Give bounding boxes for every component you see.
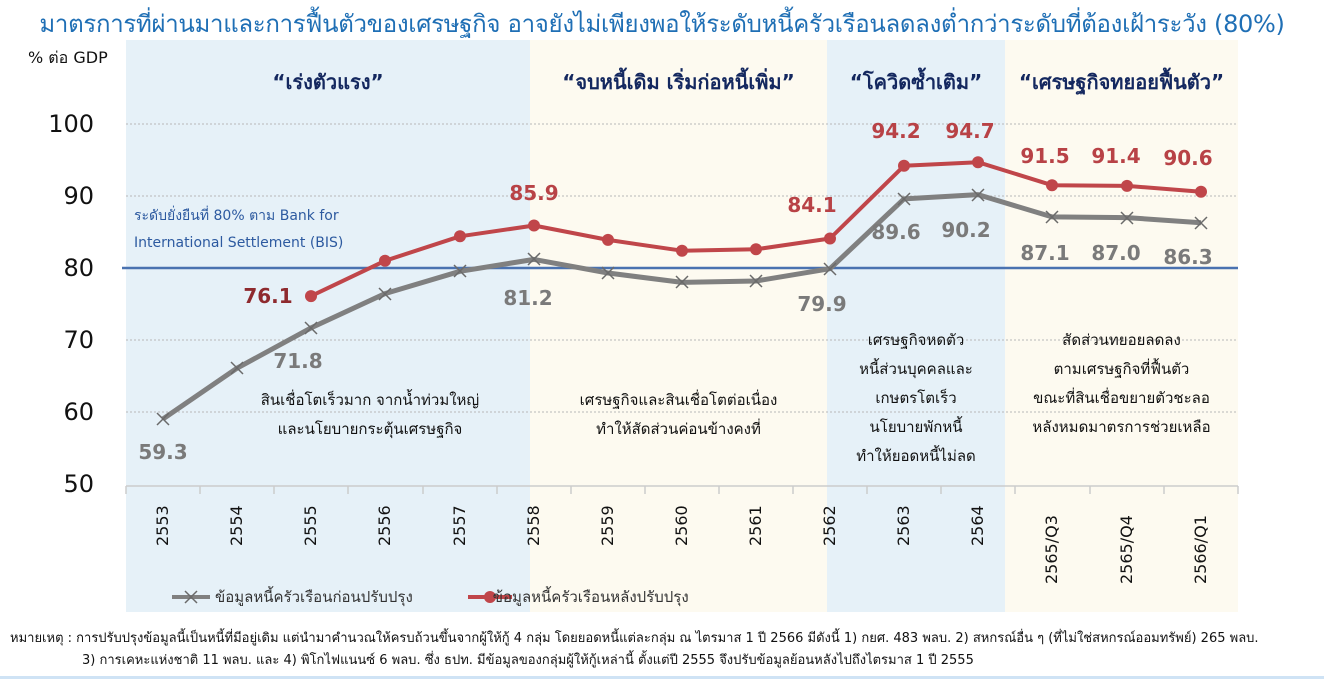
phase-note-3: เศรษฐกิจหดตัว หนี้ส่วนบุคคลและ เกษตรโตเร… <box>827 326 1005 471</box>
data-label-after-2564: 94.7 <box>945 119 995 143</box>
bis-note-line-2: International Settlement (BIS) <box>134 235 344 251</box>
legend-item-before: ข้อมูลหนี้ครัวเรือนก่อนปรับปรุง <box>215 585 413 609</box>
bottom-bar <box>0 676 1324 679</box>
phase-note-4-line: ตามเศรษฐกิจที่ฟื้นตัว <box>1053 360 1190 378</box>
region-phase-2 <box>530 40 827 612</box>
legend: ข้อมูลหนี้ครัวเรือนก่อนปรับปรุง ข้อมูลหน… <box>175 585 689 609</box>
phase-note-1-line: และนโยบายกระตุ้นเศรษฐกิจ <box>277 420 463 438</box>
data-label-after-2565Q3: 91.5 <box>1020 144 1070 168</box>
x-label: 2558 <box>524 505 543 546</box>
phase-note-3-line: เศรษฐกิจหดตัว <box>867 331 965 349</box>
legend-before-icon <box>172 590 210 604</box>
y-tick-90: 90 <box>63 182 94 210</box>
y-tick-60: 60 <box>63 398 94 426</box>
data-label-after-2558: 85.9 <box>509 181 559 205</box>
phase-note-2-line: เศรษฐกิจและสินเชื่อโตต่อเนื่อง <box>579 391 778 409</box>
phase-label-4: “เศรษฐกิจทยอยฟื้นตัว” <box>1018 70 1225 94</box>
phase-note-4: สัดส่วนทยอยลดลง ตามเศรษฐกิจที่ฟื้นตัว ขณ… <box>1005 326 1238 442</box>
footnote: หมายเหตุ : การปรับปรุงข้อมูลนี้เป็นหนี้ท… <box>10 628 1259 672</box>
footnote-line-1: หมายเหตุ : การปรับปรุงข้อมูลนี้เป็นหนี้ท… <box>10 631 1259 646</box>
data-label-before-2558: 81.2 <box>503 286 553 310</box>
x-label: 2555 <box>301 505 320 546</box>
phase-note-3-line: หนี้ส่วนบุคคลและ <box>859 360 973 378</box>
phase-note-3-line: นโยบายพักหนี้ <box>869 418 963 436</box>
x-label: 2559 <box>598 505 617 546</box>
bis-threshold-note: ระดับยั่งยืนที่ 80% ตาม Bank for Interna… <box>134 203 343 257</box>
phase-note-4-line: หลังหมดมาตรการช่วยเหลือ <box>1032 418 1211 436</box>
phase-note-4-line: ขณะที่สินเชื่อขยายตัวชะลอ <box>1033 389 1210 407</box>
data-label-before-2565Q4: 87.0 <box>1091 241 1141 265</box>
phase-label-3: “โควิดซ้ำเติม” <box>849 70 983 94</box>
y-axis-unit: % ต่อ GDP <box>28 48 108 67</box>
x-label: 2561 <box>746 505 765 546</box>
bis-note-line-1: ระดับยั่งยืนที่ 80% ตาม Bank for <box>134 208 339 224</box>
x-label: 2564 <box>968 505 987 546</box>
y-tick-80: 80 <box>63 254 94 282</box>
footnote-line-2: 3) การเคหะแห่งชาติ 11 พลบ. และ 4) พิโกไฟ… <box>82 653 974 668</box>
phase-note-1-line: สินเชื่อโตเร็วมาก จากน้ำท่วมใหญ่ <box>260 391 480 409</box>
region-phase-3 <box>827 40 1005 612</box>
data-label-after-2566Q1: 90.6 <box>1163 146 1213 170</box>
data-label-after-2562: 84.1 <box>787 193 837 217</box>
phase-note-4-line: สัดส่วนทยอยลดลง <box>1062 331 1181 349</box>
data-label-after-2565Q4: 91.4 <box>1091 144 1141 168</box>
phase-note-2: เศรษฐกิจและสินเชื่อโตต่อเนื่อง ทำให้สัดส… <box>530 386 827 444</box>
phase-note-3-line: เกษตรโตเร็ว <box>875 389 957 407</box>
data-label-after-2555: 76.1 <box>243 284 293 308</box>
region-phase-1 <box>126 40 530 612</box>
x-label: 2557 <box>450 505 469 546</box>
y-tick-100: 100 <box>48 110 94 138</box>
x-label: 2565/Q4 <box>1117 515 1136 584</box>
x-label: 2560 <box>672 505 691 546</box>
phase-note-2-line: ทำให้สัดส่วนค่อนข้างคงที่ <box>596 420 761 438</box>
gridlines <box>126 123 1238 413</box>
data-label-before-2563: 89.6 <box>871 220 921 244</box>
series-before-markers <box>156 188 1208 426</box>
x-label: 2562 <box>820 505 839 546</box>
legend-label-before: ข้อมูลหนี้ครัวเรือนก่อนปรับปรุง <box>215 588 413 606</box>
y-tick-50: 50 <box>63 470 94 498</box>
chart-title: มาตรการที่ผ่านมาและการฟื้นตัวของเศรษฐกิจ… <box>39 10 1285 38</box>
x-label: 2566/Q1 <box>1191 515 1210 584</box>
legend-label-after: ข้อมูลหนี้ครัวเรือนหลังปรับปรุง <box>492 588 689 606</box>
x-label: 2556 <box>375 505 394 546</box>
data-label-before-2564: 90.2 <box>941 218 991 242</box>
data-label-before-2555: 71.8 <box>273 349 323 373</box>
data-label-before-2566Q1: 86.3 <box>1163 245 1213 269</box>
phase-note-1: สินเชื่อโตเร็วมาก จากน้ำท่วมใหญ่ และนโยบ… <box>200 386 540 444</box>
region-phase-4 <box>1005 40 1238 612</box>
x-label: 2553 <box>153 505 172 546</box>
data-label-after-2563: 94.2 <box>871 119 921 143</box>
data-label-before-2553: 59.3 <box>138 440 188 464</box>
legend-after-icon <box>468 591 512 603</box>
phase-label-2: “จบหนี้เดิม เริ่มก่อหนี้เพิ่ม” <box>562 70 795 94</box>
series-after-markers <box>305 156 1207 303</box>
phase-note-3-line: ทำให้ยอดหนี้ไม่ลด <box>856 447 976 465</box>
x-axis <box>125 485 1239 494</box>
y-tick-70: 70 <box>63 326 94 354</box>
legend-item-after: ข้อมูลหนี้ครัวเรือนหลังปรับปรุง <box>493 585 689 609</box>
data-label-before-2565Q3: 87.1 <box>1020 241 1070 265</box>
data-label-before-2562: 79.9 <box>797 292 847 316</box>
x-label: 2563 <box>894 505 913 546</box>
phase-label-1: “เร่งตัวแรง” <box>272 70 384 94</box>
x-label: 2565/Q3 <box>1042 515 1061 584</box>
x-label: 2554 <box>227 505 246 546</box>
